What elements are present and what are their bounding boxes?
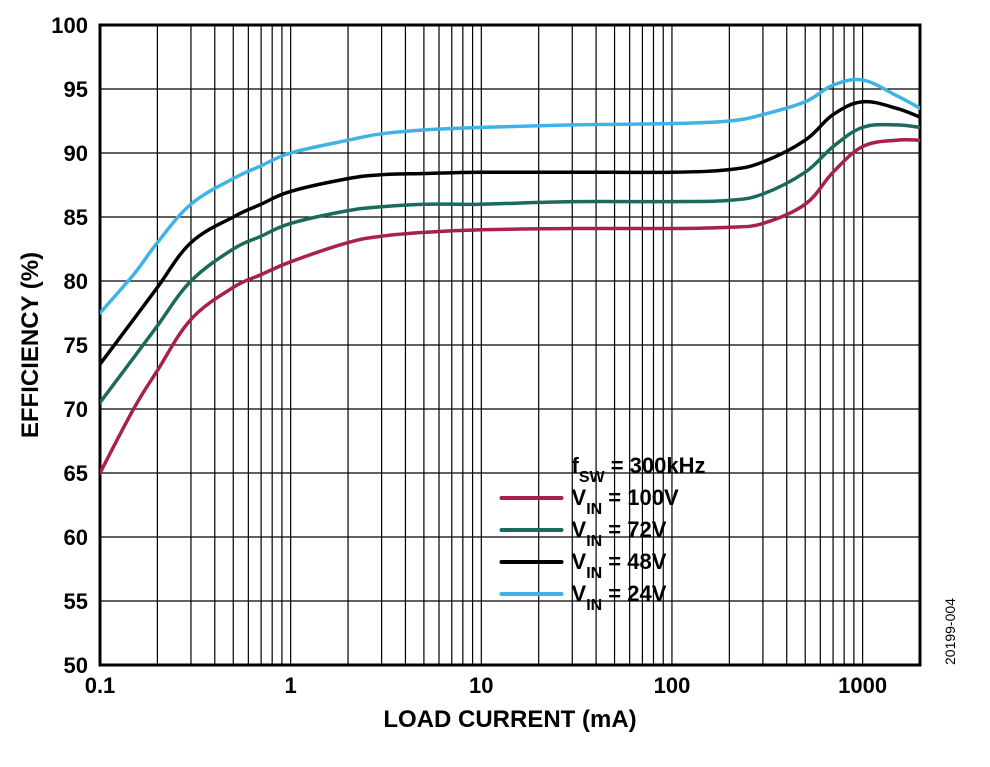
y-tick-label: 50 — [64, 653, 88, 678]
y-tick-label: 95 — [64, 77, 88, 102]
chart-container: { "chart": { "type": "line", "width": 99… — [0, 0, 990, 767]
y-tick-label: 60 — [64, 525, 88, 550]
y-tick-label: 85 — [64, 205, 88, 230]
y-tick-label: 70 — [64, 397, 88, 422]
figure-number: 20199-004 — [942, 598, 958, 665]
y-tick-label: 90 — [64, 141, 88, 166]
x-axis-title: LOAD CURRENT (mA) — [383, 706, 636, 733]
y-tick-label: 80 — [64, 269, 88, 294]
x-tick-label: 10 — [469, 673, 493, 698]
x-tick-label: 100 — [654, 673, 691, 698]
y-axis-title: EFFICIENCY (%) — [17, 252, 44, 438]
y-tick-label: 75 — [64, 333, 88, 358]
x-tick-label: 0.1 — [85, 673, 116, 698]
efficiency-chart: 0.1 1 10 100 1000 50 55 60 65 70 75 80 85 90 95 100 LOAD… — [0, 0, 990, 767]
y-tick-label: 100 — [51, 13, 88, 38]
x-tick-label: 1000 — [838, 673, 887, 698]
y-tick-label: 65 — [64, 461, 88, 486]
x-tick-label: 1 — [285, 673, 297, 698]
y-tick-label: 55 — [64, 589, 88, 614]
